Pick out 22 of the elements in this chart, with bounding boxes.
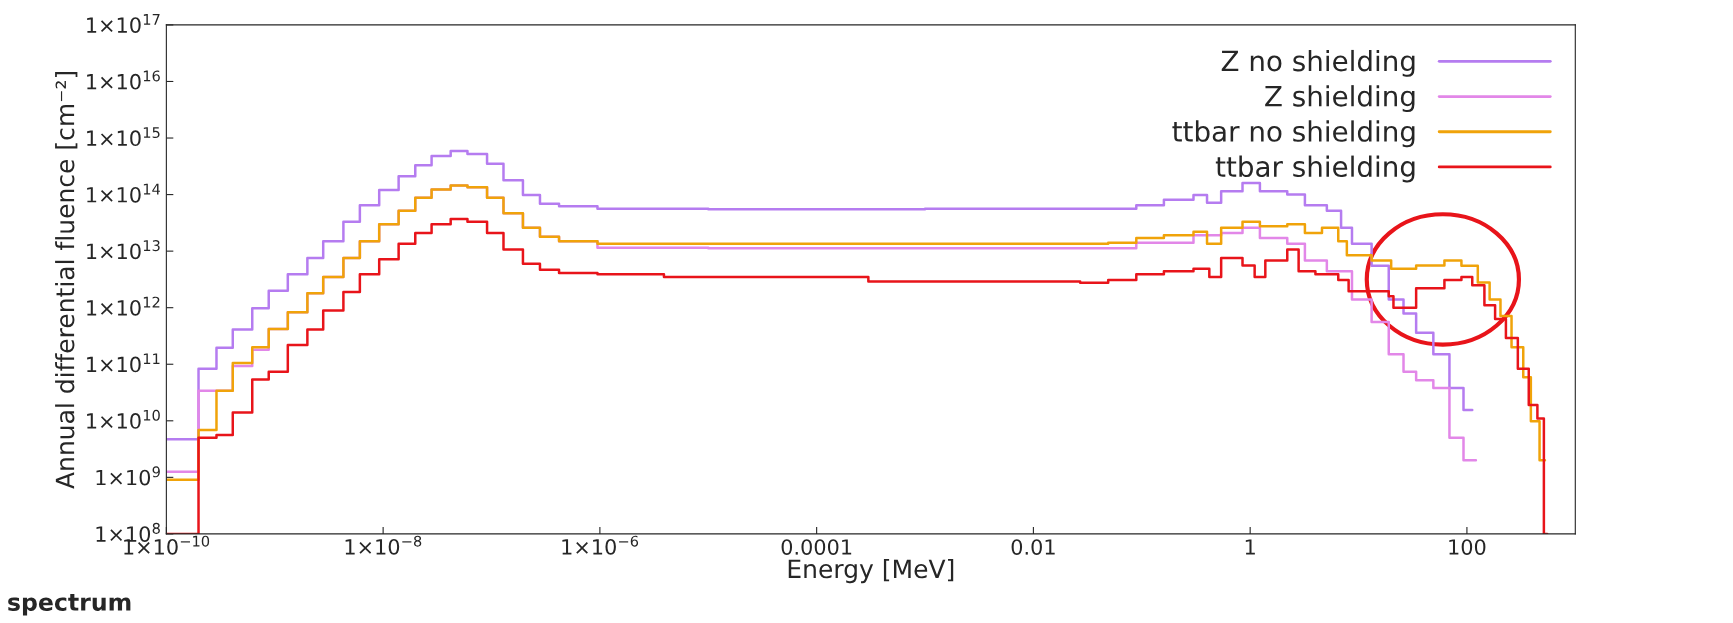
y-tick-label: 1×10$^{12}$	[87, 296, 160, 316]
x-tick-label: 100	[1449, 539, 1486, 555]
text: spectrum	[8, 594, 131, 616]
x-tick-label: 1×10$^{−6}$	[562, 535, 639, 555]
y-tick-label: 1×10$^{13}$	[87, 240, 160, 260]
y-axis-title: Annual differential fluence [cm⁻²]	[55, 71, 78, 489]
y-tick-label: 1×10$^{11}$	[87, 353, 160, 373]
y-tick-label: 1×10$^{10}$	[87, 409, 160, 429]
y-tick-label: 1×10$^{16}$	[87, 70, 160, 90]
x-tick-label: 0.0001	[781, 539, 852, 555]
x-tick-label: 0.01	[1011, 539, 1055, 555]
y-tick-label: 1×10$^{14}$	[87, 183, 160, 203]
legend-label: ttbar no shielding	[1172, 120, 1415, 148]
y-tick-label: 1×10$^{17}$	[87, 14, 160, 33]
y-tick-label: 1×10$^{15}$	[87, 127, 160, 147]
x-tick-label: 1×10$^{−8}$	[345, 535, 422, 555]
y-tick-label: 1×10$^{9}$	[96, 466, 160, 486]
x-tick-label: 1	[1245, 539, 1255, 555]
legend-label: Z shielding	[1265, 85, 1415, 113]
legend-label: Z no shielding	[1221, 49, 1415, 77]
x-axis-title: Energy [MeV]	[788, 558, 954, 584]
legend-label: ttbar shielding	[1215, 155, 1415, 183]
